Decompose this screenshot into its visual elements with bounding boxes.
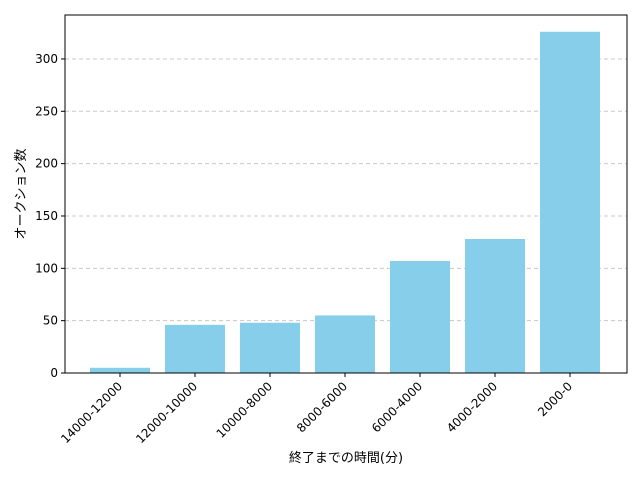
- x-tick-label: 6000-4000: [369, 379, 425, 435]
- x-axis-ticks: 14000-12000 12000-10000 10000-8000 8000-600…: [58, 373, 575, 446]
- y-tick-label: 200: [35, 157, 58, 171]
- bars: [90, 31, 600, 374]
- y-axis-label: オークション数: [14, 148, 29, 239]
- y-axis-ticks: 0 50 100 150 200 250 300: [35, 52, 65, 380]
- bar: [165, 324, 225, 373]
- x-tick-label: 2000-0: [535, 379, 575, 419]
- x-tick-label: 10000-8000: [214, 379, 276, 441]
- y-tick-label: 50: [43, 314, 58, 328]
- y-tick-label: 150: [35, 209, 58, 223]
- y-tick-label: 250: [35, 104, 58, 118]
- x-tick-label: 14000-12000: [58, 379, 125, 446]
- x-tick-label: 12000-10000: [133, 379, 200, 446]
- plot-frame: [64, 14, 628, 374]
- x-tick-label: 8000-6000: [294, 379, 350, 435]
- x-tick-label: 4000-2000: [444, 379, 500, 435]
- bar: [90, 367, 150, 373]
- bar: [465, 239, 525, 373]
- bar: [390, 260, 450, 373]
- y-tick-label: 100: [35, 261, 58, 275]
- y-tick-label: 300: [35, 52, 58, 66]
- y-tick-label: 0: [50, 366, 58, 380]
- bar: [240, 322, 300, 373]
- bar: [315, 315, 375, 373]
- bar: [540, 31, 600, 374]
- x-axis-label: 終了までの時間(分): [289, 450, 403, 466]
